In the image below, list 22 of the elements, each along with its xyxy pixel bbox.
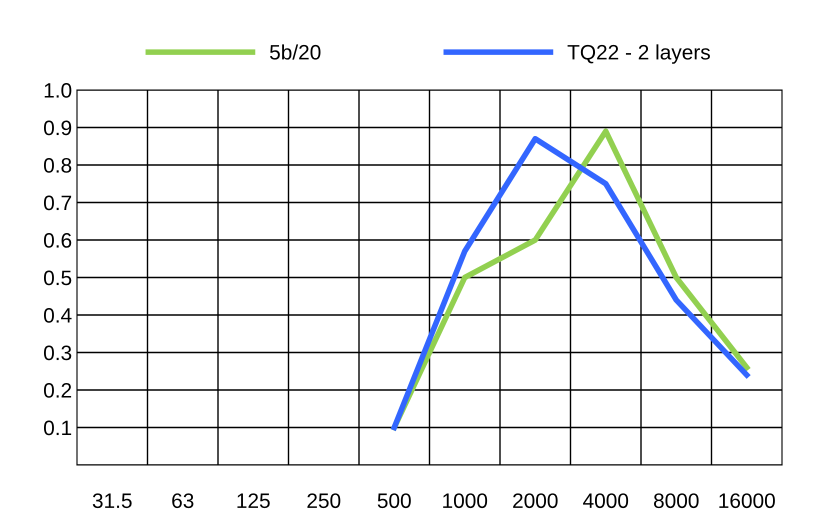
y-tick-label: 0.8 (44, 158, 72, 173)
x-tick-label: 8000 (654, 493, 699, 508)
y-tick-label: 0.6 (44, 233, 72, 248)
x-tick-label: 2000 (513, 493, 558, 508)
x-tick-label: 16000 (719, 493, 775, 508)
x-tick-label: 4000 (583, 493, 628, 508)
x-tick-label: 31.5 (92, 493, 132, 508)
x-tick-label: 63 (172, 493, 194, 508)
y-tick-label: 1.0 (44, 83, 72, 98)
y-tick-label: 0.1 (44, 420, 72, 436)
x-tick-label: 250 (307, 493, 340, 508)
y-tick-label: 0.3 (44, 346, 72, 360)
y-tick-label: 0.4 (44, 308, 72, 323)
y-tick-label: 0.2 (44, 383, 72, 398)
y-tick-label: 0.7 (44, 196, 72, 210)
y-tick-label: 0.9 (44, 120, 72, 136)
legend-label: 5b/20 (270, 44, 320, 60)
legend-label: TQ22 - 2 layers (568, 44, 710, 64)
x-tick-label: 500 (378, 493, 411, 508)
x-tick-label: 125 (237, 493, 270, 508)
x-tick-label: 1000 (443, 493, 488, 508)
y-tick-label: 0.5 (44, 270, 72, 286)
